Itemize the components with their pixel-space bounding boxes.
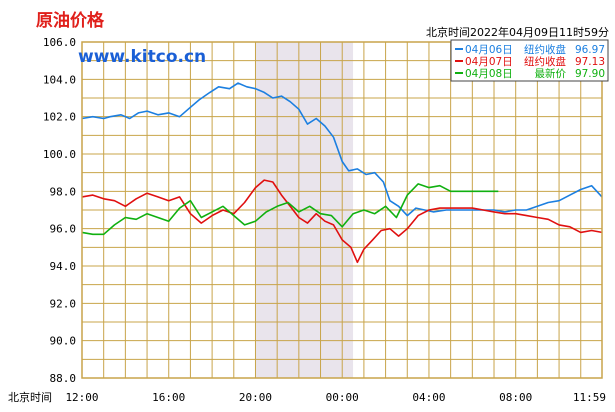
plot-border xyxy=(81,41,603,379)
brand-link[interactable]: www.kitco.cn xyxy=(78,47,206,67)
legend-date: 04月07日 xyxy=(465,56,513,68)
y-tick-label: 106.0 xyxy=(43,36,76,49)
y-tick-label: 88.0 xyxy=(50,372,77,385)
x-tick-label: 16:00 xyxy=(152,391,185,404)
series-line-3 xyxy=(81,183,499,236)
series-lines xyxy=(81,82,603,264)
x-tick-label: 08:00 xyxy=(499,391,532,404)
legend-date: 04月06日 xyxy=(465,44,513,56)
legend-value: 97.13 xyxy=(575,56,605,68)
x-tick-label: 00:00 xyxy=(326,391,359,404)
series-line-1 xyxy=(81,82,603,217)
y-tick-label: 96.0 xyxy=(50,223,77,236)
x-tick-label: 20:00 xyxy=(239,391,272,404)
legend-label: 最新价 xyxy=(535,67,567,80)
y-tick-label: 92.0 xyxy=(50,297,77,310)
legend-box xyxy=(450,39,609,82)
y-tick-label: 102.0 xyxy=(43,111,76,124)
x-axis-ticks: 12:00 16:00 20:00 00:00 04:00 08:00 11:59 xyxy=(65,391,606,404)
y-tick-label: 100.0 xyxy=(43,148,76,161)
legend-value: 96.97 xyxy=(575,44,605,56)
legend-date: 04月08日 xyxy=(465,68,513,80)
x-axis-prefix: 北京时间 xyxy=(8,390,52,404)
x-tick-label: 04:00 xyxy=(412,391,445,404)
y-tick-label: 104.0 xyxy=(43,73,76,86)
y-tick-label: 94.0 xyxy=(50,260,77,273)
timestamp: 北京时间2022年04月09日11时59分 xyxy=(426,25,609,39)
x-tick-label: 11:59 xyxy=(573,391,606,404)
legend-value: 97.90 xyxy=(575,68,605,80)
y-axis-ticks: 106.0 104.0 102.0 100.0 98.0 96.0 94.0 92.0 90.0… xyxy=(43,36,76,385)
x-tick-label: 12:00 xyxy=(65,391,98,404)
series-line-2 xyxy=(81,179,603,264)
legend-label: 纽约收盘 xyxy=(524,43,566,56)
legend-label: 纽约收盘 xyxy=(524,55,566,68)
y-tick-label: 90.0 xyxy=(50,335,77,348)
grid xyxy=(82,41,602,379)
y-tick-label: 98.0 xyxy=(50,185,77,198)
chart-title: 原油价格 xyxy=(36,10,105,31)
legend: 04月06日 纽约收盘 96.97 04月07日 纽约收盘 97.13 04月08日 最新价 9… xyxy=(450,39,609,82)
